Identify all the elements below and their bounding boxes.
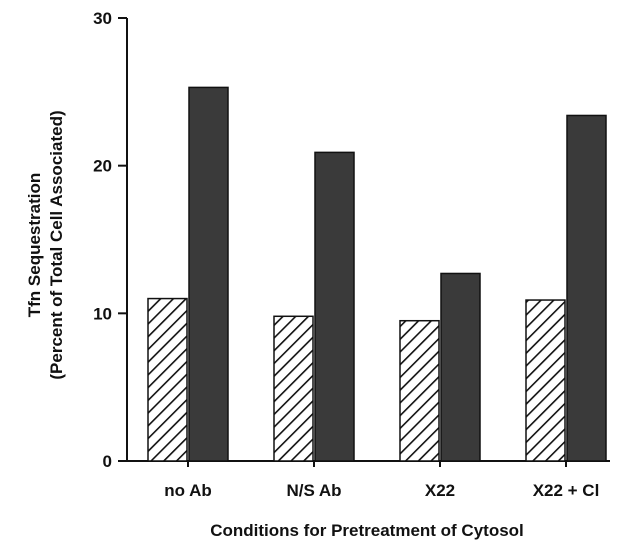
y-axis-title-line2: (Percent of Total Cell Associated) [47,110,66,379]
bar-hatched [399,319,440,462]
bars-group [147,86,607,462]
x-axis-title: Conditions for Pretreatment of Cytosol [210,521,524,540]
y-tick-label: 10 [93,304,112,323]
bar-solid [188,86,229,462]
bar-solid [314,151,355,462]
category-label: X22 + Cl [533,481,600,500]
category-label: N/S Ab [286,481,341,500]
bar-hatched [273,315,314,462]
y-ticks: 0 10 20 30 [93,9,127,471]
bar-hatched [525,299,566,462]
y-tick-label: 0 [103,452,112,471]
bar-hatched [147,297,188,462]
y-axis-title-line1: Tfn Sequestration [25,173,44,318]
category-label: no Ab [164,481,212,500]
y-tick-label: 30 [93,9,112,28]
y-tick-label: 20 [93,157,112,176]
bar-solid [440,272,481,462]
bar-solid [566,114,607,462]
category-labels: no Ab N/S Ab X22 X22 + Cl [164,461,599,500]
category-label: X22 [425,481,455,500]
